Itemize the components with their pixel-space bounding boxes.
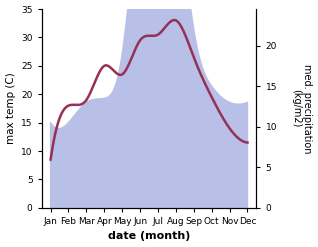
- Y-axis label: max temp (C): max temp (C): [5, 73, 16, 144]
- X-axis label: date (month): date (month): [108, 231, 190, 242]
- Y-axis label: med. precipitation
(kg/m2): med. precipitation (kg/m2): [291, 64, 313, 153]
